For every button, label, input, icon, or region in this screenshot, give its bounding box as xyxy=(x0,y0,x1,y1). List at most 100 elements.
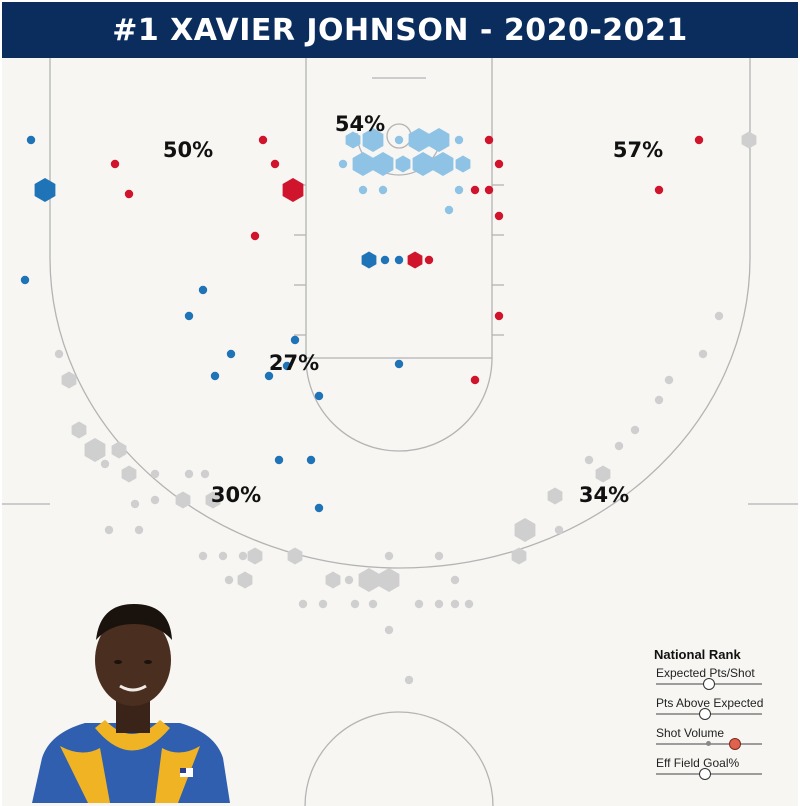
shot-hex-grey xyxy=(318,599,328,609)
legend-label: Pts Above Expected xyxy=(656,696,764,710)
shot-hex-grey xyxy=(84,438,106,462)
shot-hex-grey xyxy=(237,571,253,589)
shot-hex-paint xyxy=(455,155,471,173)
shot-hex-grey xyxy=(104,525,114,535)
shot-hex-red xyxy=(424,255,434,265)
legend-label: Shot Volume xyxy=(656,726,725,740)
shot-hex-blue xyxy=(314,391,324,401)
shot-hex-grey xyxy=(298,599,308,609)
shot-hex-paint xyxy=(432,152,454,176)
rank-slider-knob xyxy=(699,768,711,780)
shot-hex-paint xyxy=(362,128,384,152)
national-rank-legend: National Rank Expected Pts/Shot Pts Abov… xyxy=(654,647,774,782)
legend-item-pts-above-expected: Pts Above Expected xyxy=(654,692,774,722)
shot-hex-grey xyxy=(450,599,460,609)
shot-hex-grey xyxy=(434,551,444,561)
shot-hex-grey xyxy=(344,575,354,585)
shot-hex-red xyxy=(270,159,280,169)
shot-hex-grey xyxy=(111,441,127,459)
shot-hex-paint xyxy=(408,128,430,152)
shot-hex-blue xyxy=(184,311,194,321)
shot-hex-red xyxy=(407,251,423,269)
shot-hexbins xyxy=(20,128,757,685)
rank-slider-knob xyxy=(703,678,715,690)
shot-hex-red xyxy=(484,135,494,145)
shot-hex-grey xyxy=(198,551,208,561)
shot-hex-grey xyxy=(464,599,474,609)
zone-label-free-throw: 27% xyxy=(269,351,319,375)
shot-hex-grey xyxy=(71,421,87,439)
shot-hex-grey xyxy=(630,425,640,435)
shot-hex-grey xyxy=(384,625,394,635)
shot-hex-grey xyxy=(134,525,144,535)
shot-hex-grey xyxy=(584,455,594,465)
rank-slider-knob xyxy=(699,708,711,720)
shot-hex-grey xyxy=(614,441,624,451)
shot-hex-grey xyxy=(350,599,360,609)
shot-hex-grey xyxy=(175,491,191,509)
shot-hex-blue xyxy=(34,178,56,202)
shot-hex-red xyxy=(250,231,260,241)
shot-hex-blue xyxy=(361,251,377,269)
paint-lane xyxy=(305,58,493,359)
shot-hex-grey xyxy=(218,551,228,561)
legend-label: Expected Pts/Shot xyxy=(656,666,755,680)
shot-hex-paint xyxy=(412,152,434,176)
shot-hex-grey xyxy=(287,547,303,565)
shot-hex-blue xyxy=(210,371,220,381)
shot-hex-red xyxy=(484,185,494,195)
shot-hex-blue xyxy=(394,255,404,265)
shot-hex-red xyxy=(494,211,504,221)
shot-hex-grey xyxy=(184,469,194,479)
shot-hex-blue xyxy=(380,255,390,265)
shot-hex-grey xyxy=(61,371,77,389)
zone-label-paint: 54% xyxy=(335,112,385,136)
shot-hex-grey xyxy=(595,465,611,483)
shot-hex-paint xyxy=(454,185,464,195)
shot-hex-paint xyxy=(372,152,394,176)
shot-hex-paint xyxy=(352,152,374,176)
rank-slider-knob xyxy=(729,738,741,750)
shot-hex-grey xyxy=(404,675,414,685)
center-circle xyxy=(304,711,494,806)
shot-hex-grey xyxy=(654,395,664,405)
shot-hex-grey xyxy=(378,568,400,592)
shot-hex-blue xyxy=(274,455,284,465)
shot-hex-grey xyxy=(247,547,263,565)
shot-hex-red xyxy=(124,189,134,199)
legend-item-expected-pts: Expected Pts/Shot xyxy=(654,662,774,692)
title-banner: #1 XAVIER JOHNSON - 2020-2021 xyxy=(2,2,798,58)
shot-hex-paint xyxy=(338,159,348,169)
shot-hex-red xyxy=(654,185,664,195)
shot-hex-grey xyxy=(741,131,757,149)
shot-hex-grey xyxy=(54,349,64,359)
shot-hex-grey xyxy=(450,575,460,585)
shot-hex-paint xyxy=(378,185,388,195)
shot-hex-grey xyxy=(511,547,527,565)
chart-title: #1 XAVIER JOHNSON - 2020-2021 xyxy=(112,13,688,48)
legend-item-shot-volume: Shot Volume xyxy=(654,722,774,752)
free-throw-circle xyxy=(305,357,493,452)
three-point-arc xyxy=(49,58,751,569)
restricted-area xyxy=(356,132,442,176)
shot-hex-red xyxy=(494,311,504,321)
shot-hex-grey xyxy=(514,518,536,542)
zone-label-left-midrange: 50% xyxy=(163,138,213,162)
shot-hex-red xyxy=(470,375,480,385)
shot-hex-grey xyxy=(554,525,564,535)
median-marker xyxy=(706,741,711,746)
shot-hex-grey xyxy=(205,491,221,509)
shot-hex-grey xyxy=(368,599,378,609)
shot-hex-paint xyxy=(444,205,454,215)
shot-hex-grey xyxy=(200,469,210,479)
zone-label-left-three: 30% xyxy=(211,483,261,507)
shot-hex-blue xyxy=(264,371,274,381)
shot-hex-grey xyxy=(224,575,234,585)
shot-hex-blue xyxy=(290,335,300,345)
zone-labels: 54% 50% 57% 27% 30% 34% xyxy=(163,112,663,507)
legend-label: Eff Field Goal% xyxy=(656,756,740,770)
shot-hex-grey xyxy=(150,495,160,505)
shot-hex-grey xyxy=(130,499,140,509)
shot-hex-grey xyxy=(384,551,394,561)
shot-hex-blue xyxy=(226,349,236,359)
